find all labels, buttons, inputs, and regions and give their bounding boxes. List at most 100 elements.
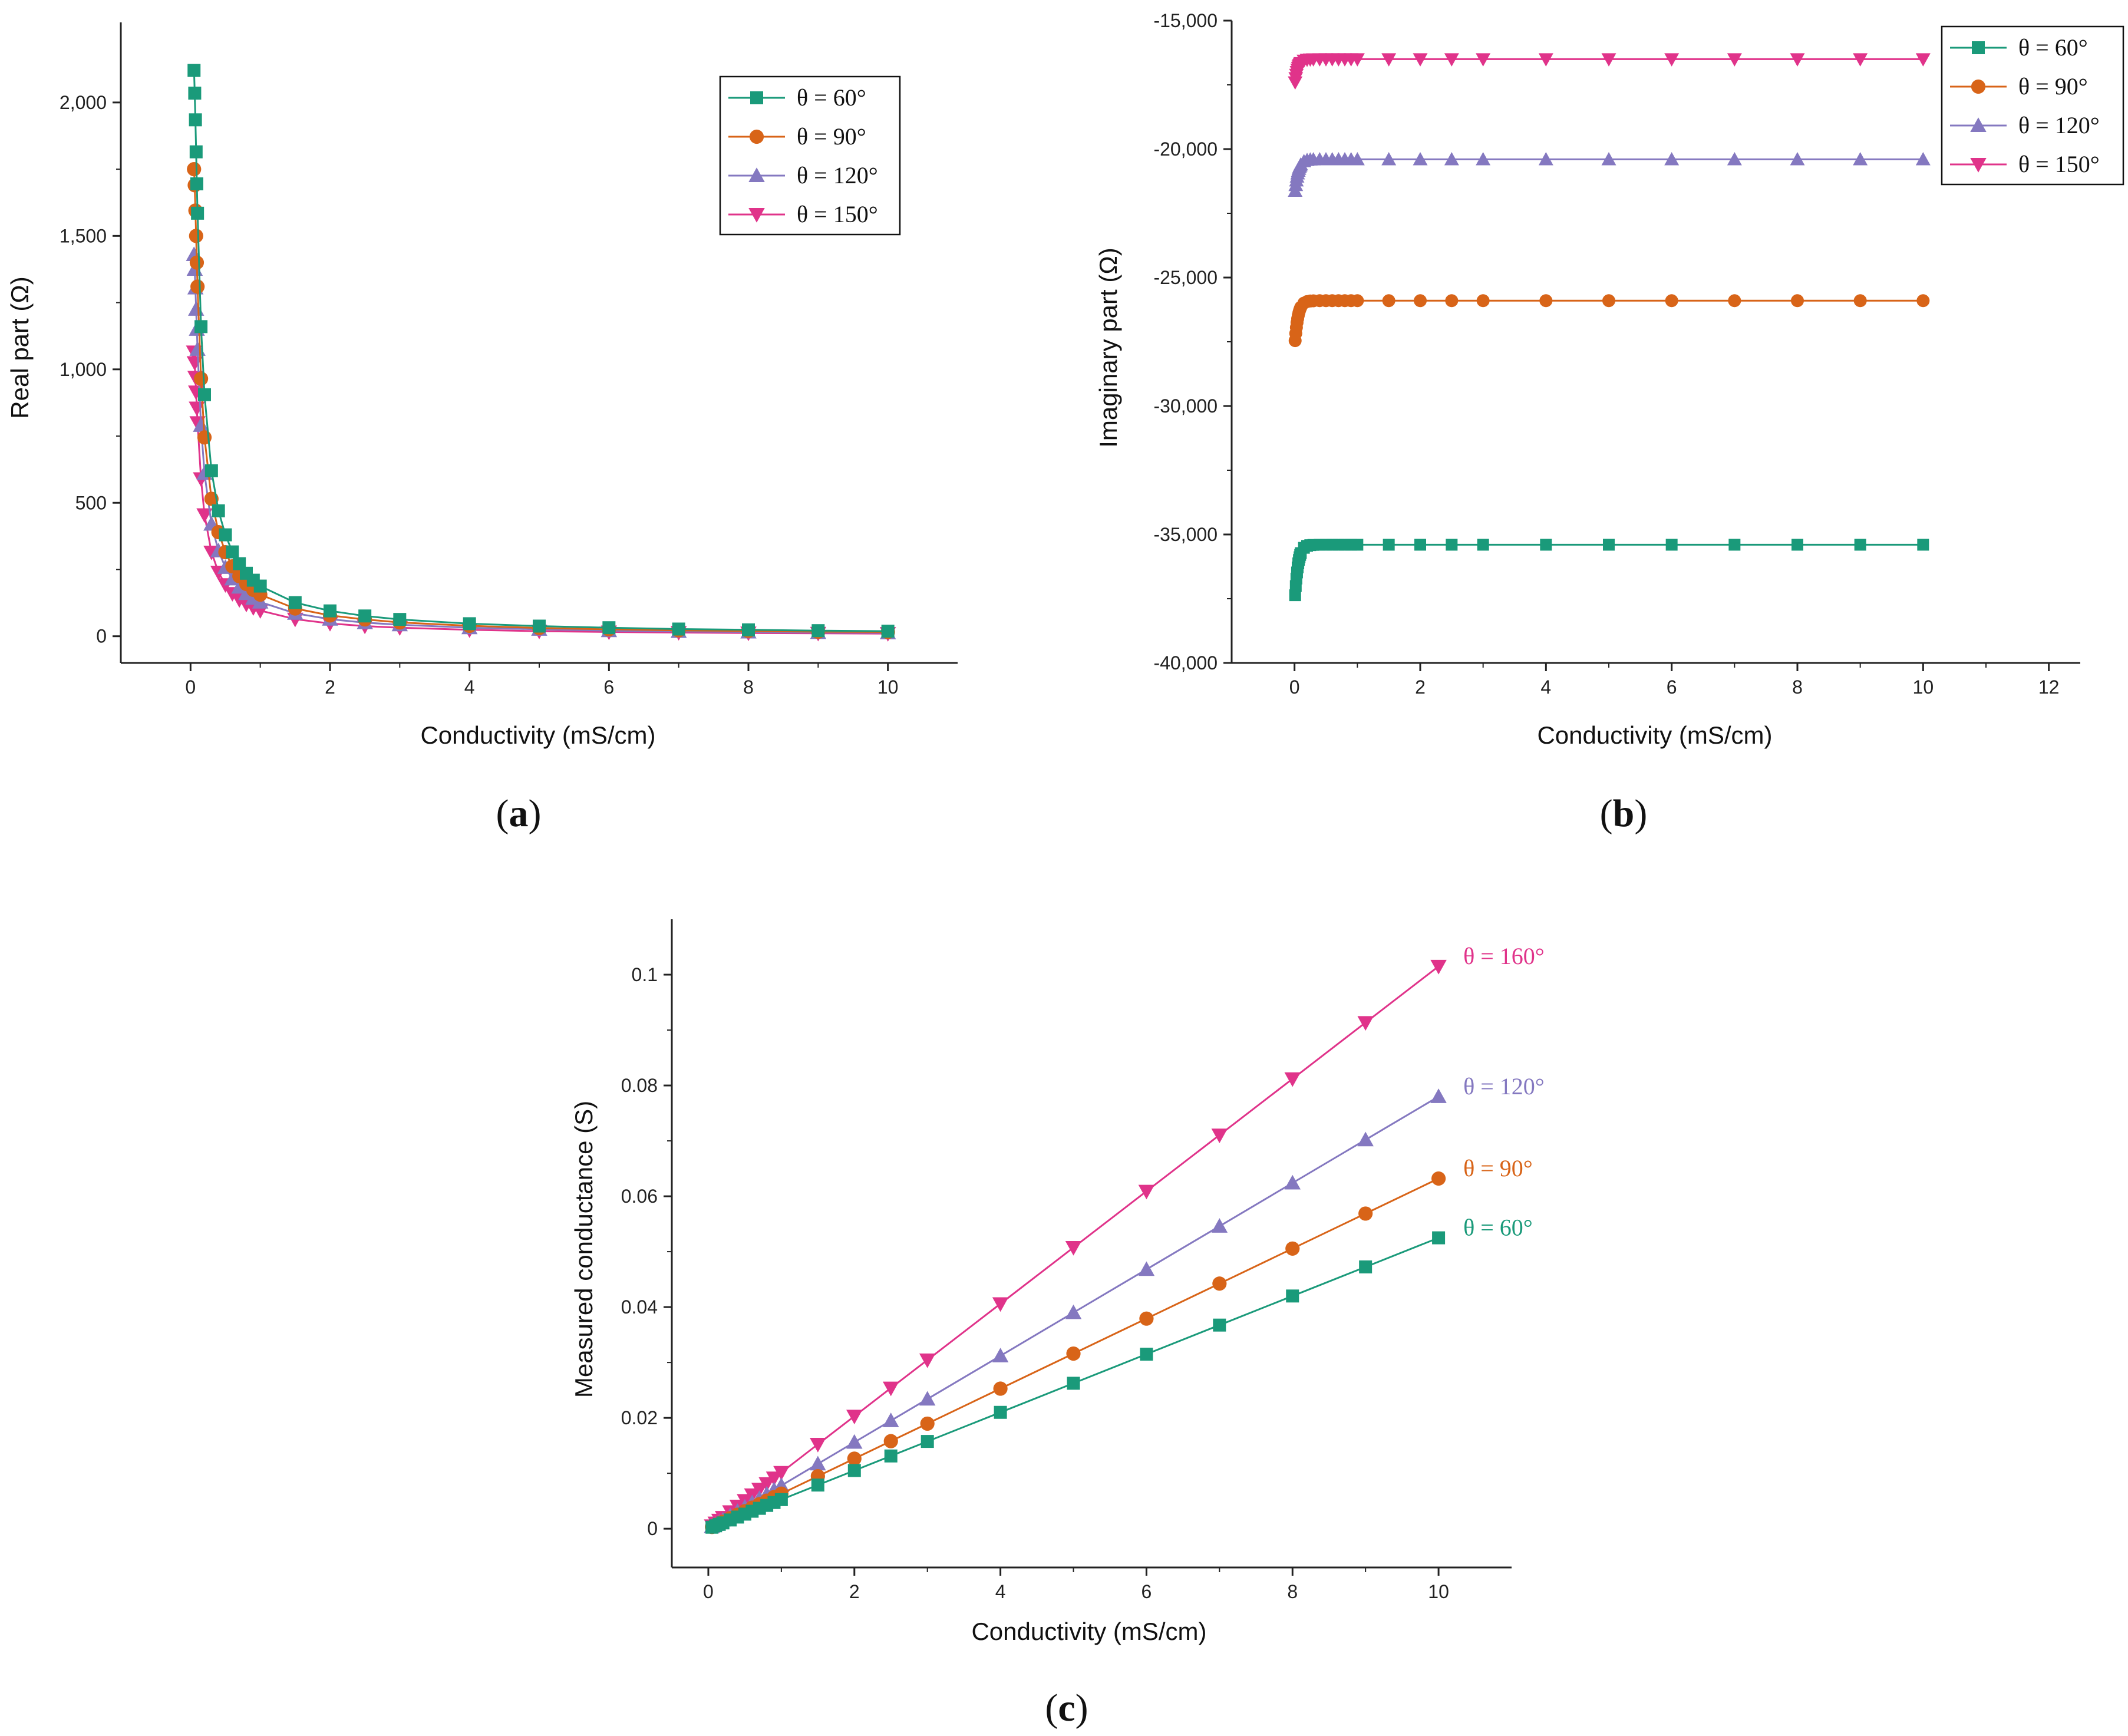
chart-a-series-point: [204, 464, 218, 477]
chart-c-series-point: [882, 1381, 899, 1397]
chart-b-series-point: [1915, 151, 1931, 166]
chart-a-y-tick-label: 0: [96, 626, 107, 647]
chart-a-series-point: [190, 279, 205, 294]
chart-b-series-point: [1444, 53, 1459, 67]
chart-c-series-point: [1358, 1206, 1373, 1221]
chart-c-series-point: [1138, 1184, 1155, 1200]
chart-c-panel-label: (c): [1045, 1687, 1088, 1730]
chart-b-series-point: [1601, 53, 1616, 67]
chart-c-series-point: [992, 1348, 1009, 1362]
chart-a-x-axis-title: Conductivity (mS/cm): [420, 721, 655, 749]
chart-b-series-point: [1413, 53, 1428, 67]
chart-a-panel-letter: a: [509, 792, 529, 835]
chart-a-series-point: [198, 388, 211, 401]
chart-b-series-point: [1383, 539, 1395, 551]
chart-b-series-point: [1664, 151, 1680, 166]
chart-b-series-point: [1790, 53, 1805, 67]
chart-c-series-point: [920, 1416, 935, 1431]
chart-c-x-axis-title: Conductivity (mS/cm): [971, 1618, 1206, 1645]
chart-a-series-point: [187, 64, 201, 77]
chart-b-series-point: [1413, 151, 1428, 166]
chart-b-series-point: [1728, 294, 1741, 308]
chart-c-series-point: [846, 1410, 863, 1425]
chart-c-series-label: θ = 120°: [1463, 1073, 1545, 1100]
chart-c-series-point: [1359, 1260, 1373, 1273]
chart-c-x-tick-label: 8: [1287, 1581, 1298, 1602]
chart-b-axes: 0 2 4 6 8 10 12 -40,000 -35,000 -30,000 -25,000 -20…: [1153, 10, 2080, 698]
chart-b-x-tick-label: 12: [2038, 676, 2060, 698]
chart-b-series-group: [1289, 539, 1929, 602]
chart-b-series-point: [1381, 151, 1397, 166]
chart-b-series-point: [1350, 53, 1365, 67]
chart-c-series-point: [1211, 1218, 1228, 1233]
chart-b-legend-marker: [1970, 117, 1987, 132]
chart-b-series-point: [1853, 151, 1868, 166]
chart-c-series-point: [1430, 1088, 1447, 1103]
chart-c-y-tick-label: 0.04: [621, 1296, 658, 1318]
chart-c-series-point: [810, 1438, 826, 1453]
chart-c-y-tick-label: 0.08: [621, 1075, 658, 1096]
chart-b-x-tick-label: 4: [1540, 676, 1551, 698]
chart-a-series-point: [463, 617, 476, 631]
chart-c-series-point: [1065, 1304, 1082, 1319]
chart-c-series-point: [1357, 1131, 1374, 1147]
chart-b-y-tick-label: -30,000: [1153, 395, 1218, 417]
chart-b-series-point: [1414, 539, 1426, 551]
chart-b-series-point: [1444, 151, 1459, 166]
chart-b-series-point: [1538, 53, 1553, 67]
chart-c-y-tick-label: 0.1: [632, 964, 658, 985]
chart-a-series-point: [187, 162, 202, 177]
chart-b-series-point: [1445, 294, 1459, 308]
chart-a-series-point: [393, 613, 407, 626]
chart-a-series-group: [187, 64, 895, 638]
chart-b-series-group: [1288, 151, 1931, 197]
chart-c-series-point: [883, 1434, 898, 1448]
chart-a-series-point: [212, 504, 225, 517]
chart-b-x-tick-label: 2: [1415, 676, 1426, 698]
chart-a-series-point: [193, 417, 209, 432]
chart-c-series-point: [773, 1466, 790, 1481]
chart-a-x-tick-label: 8: [743, 676, 754, 698]
chart-b-series-point: [1790, 151, 1805, 166]
chart-b-panel-letter: b: [1613, 792, 1635, 835]
chart-a-series-point: [219, 528, 232, 542]
chart-c-series-point: [993, 1381, 1008, 1396]
chart-a-legend-label: θ = 150°: [797, 201, 878, 227]
chart-c-series-point: [919, 1353, 936, 1368]
chart-a-series-point: [193, 371, 209, 386]
chart-b-x-tick-label: 6: [1667, 676, 1677, 698]
chart-b-panel-label: (b): [1600, 792, 1648, 835]
chart-a-legend-marker: [748, 167, 765, 182]
chart-b-y-tick-label: -35,000: [1153, 524, 1218, 545]
chart-b-imaginary-part: 0 2 4 6 8 10 12 -40,000 -35,000 -30,000 -25,000 -20…: [1094, 10, 2124, 835]
chart-b-series-point: [1603, 539, 1615, 551]
chart-b-series-point: [1289, 589, 1301, 602]
chart-a-x-tick-label: 2: [325, 676, 335, 698]
chart-b-series-group: [1288, 294, 1930, 348]
chart-c-series-point: [994, 1405, 1007, 1419]
chart-a-x-tick-label: 10: [877, 676, 899, 698]
chart-a-legend-label: θ = 90°: [797, 123, 866, 150]
chart-c-series-point: [766, 1471, 783, 1487]
chart-a-y-tick-label: 500: [75, 492, 107, 513]
chart-c-series-point: [811, 1478, 824, 1492]
chart-c-x-tick-label: 4: [995, 1581, 1006, 1602]
chart-a-series-point: [188, 87, 202, 100]
chart-c-series-point: [1432, 1231, 1446, 1245]
chart-c-series-point: [1140, 1348, 1153, 1361]
chart-b-series-point: [1476, 294, 1490, 308]
chart-b-series-point: [1853, 294, 1867, 308]
chart-b-series-point: [1414, 294, 1427, 308]
chart-b-series-point: [1446, 539, 1458, 551]
chart-a-series-point: [288, 596, 302, 609]
chart-a-series-point: [253, 579, 267, 593]
chart-a-series-point: [533, 619, 546, 633]
chart-c-series-point: [1065, 1241, 1082, 1256]
chart-c-axes: 0 2 4 6 8 10 0 0.02 0.04 0.06 0.08 0.1: [621, 919, 1512, 1602]
chart-b-series: [1288, 53, 1931, 602]
chart-c-series: [704, 959, 1447, 1534]
chart-a-series-point: [189, 145, 203, 159]
chart-c-y-tick-label: 0: [647, 1518, 658, 1539]
